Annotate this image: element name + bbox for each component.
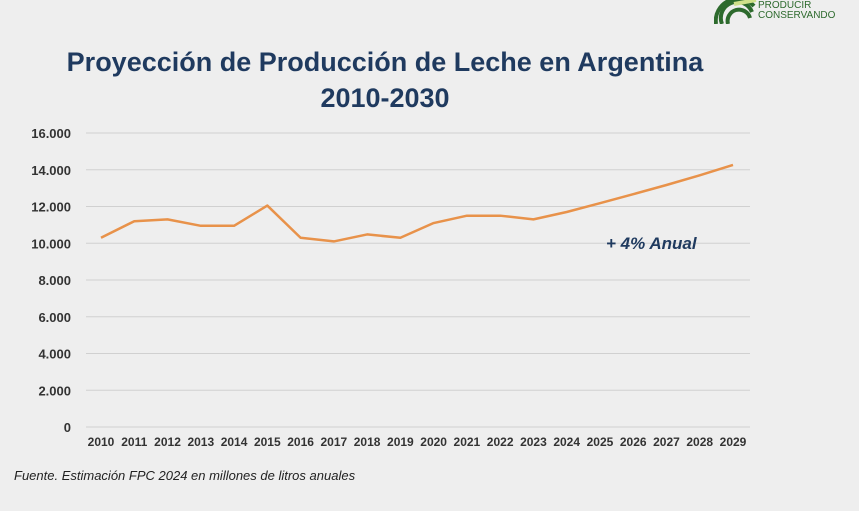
x-tick-label: 2027	[653, 435, 680, 449]
x-tick-label: 2028	[686, 435, 713, 449]
x-tick-label: 2012	[154, 435, 181, 449]
logo	[714, 0, 859, 24]
y-tick-label: 10.000	[31, 236, 71, 251]
logo-line2: CONSERVANDO	[758, 10, 836, 21]
y-tick-label: 12.000	[31, 200, 71, 215]
x-tick-label: 2010	[88, 435, 115, 449]
logo-text: PRODUCIR CONSERVANDO	[758, 1, 835, 21]
x-tick-label: 2016	[287, 435, 314, 449]
logo-arcs-icon	[714, 0, 757, 24]
x-tick-label: 2015	[254, 435, 281, 449]
y-tick-label: 14.000	[31, 163, 71, 178]
x-tick-label: 2024	[553, 435, 580, 449]
y-tick-label: 8.000	[38, 273, 71, 288]
y-tick-label: 0	[64, 420, 71, 435]
x-tick-label: 2019	[387, 435, 414, 449]
x-tick-label: 2026	[620, 435, 647, 449]
logo-line1: PRODUCIR	[758, 0, 812, 11]
x-tick-label: 2020	[420, 435, 447, 449]
x-tick-label: 2022	[487, 435, 514, 449]
x-tick-label: 2014	[221, 435, 248, 449]
x-tick-label: 2011	[121, 435, 147, 449]
y-tick-label: 6.000	[38, 310, 71, 325]
x-tick-label: 2029	[720, 435, 747, 449]
y-tick-label: 16.000	[31, 126, 71, 141]
x-tick-label: 2025	[587, 435, 614, 449]
x-tick-label: 2021	[454, 435, 481, 449]
x-tick-label: 2017	[320, 435, 347, 449]
series-line	[100, 163, 734, 243]
x-tick-label: 2023	[520, 435, 547, 449]
chart-title: Proyección de Producción de Leche en Arg…	[66, 47, 704, 113]
x-tick-label: 2018	[354, 435, 381, 449]
y-tick-label: 4.000	[38, 347, 71, 362]
x-tick-label: 2013	[187, 435, 214, 449]
y-tick-label: 2.000	[38, 383, 71, 398]
source-note: Fuente. Estimación FPC 2024 en millones …	[14, 468, 356, 483]
growth-annotation: + 4% Anual	[606, 234, 698, 253]
